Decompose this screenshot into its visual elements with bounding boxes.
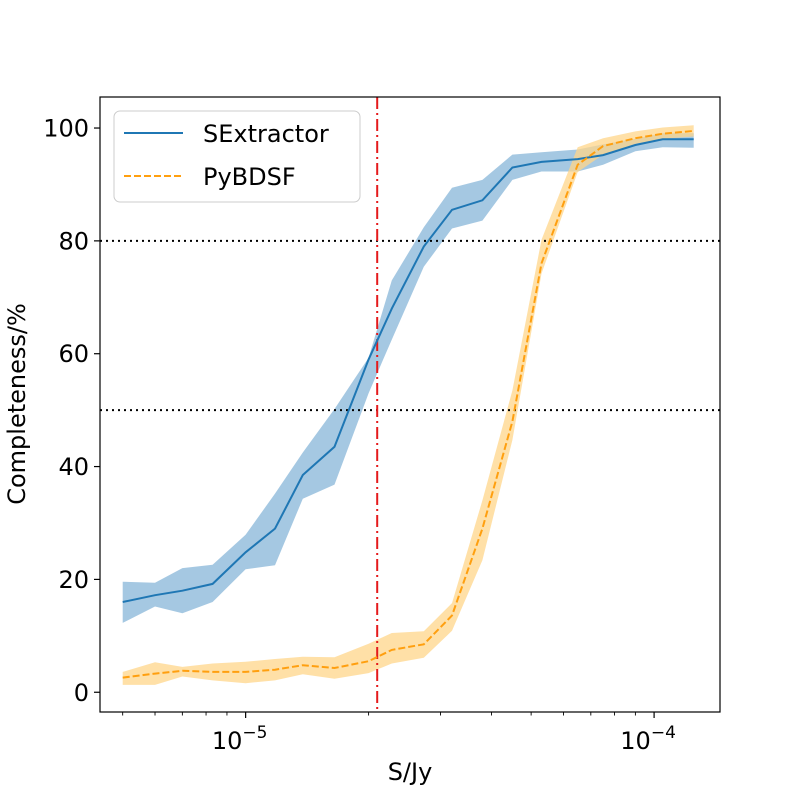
uncertainty-bands	[122, 125, 694, 685]
plot-frame	[99, 96, 721, 713]
line-sextractor	[122, 138, 694, 603]
y-tick-label: 100	[43, 115, 89, 143]
reference-lines	[100, 97, 720, 712]
y-tick-label: 40	[58, 453, 89, 481]
y-tick-label: 80	[58, 227, 89, 255]
legend-label-sextractor: SExtractor	[203, 120, 329, 148]
band-sextractor	[122, 133, 694, 623]
x-axis-ticks: 10−5 10−4	[122, 712, 676, 755]
legend: SExtractor PyBDSF	[113, 110, 361, 203]
x-tick-label: 10−4	[620, 723, 676, 755]
line-pybdsf	[122, 129, 694, 679]
y-axis-label: Completeness/%	[3, 303, 31, 505]
x-axis-label: S/Jy	[388, 758, 433, 786]
series-lines	[122, 129, 694, 679]
y-tick-label: 20	[58, 566, 89, 594]
y-axis-ticks: 0 20 40 60 80 100	[43, 115, 100, 707]
legend-label-pybdsf: PyBDSF	[203, 163, 296, 191]
x-tick-label: 10−5	[212, 723, 268, 755]
y-tick-label: 60	[58, 340, 89, 368]
y-tick-label: 0	[74, 679, 89, 707]
